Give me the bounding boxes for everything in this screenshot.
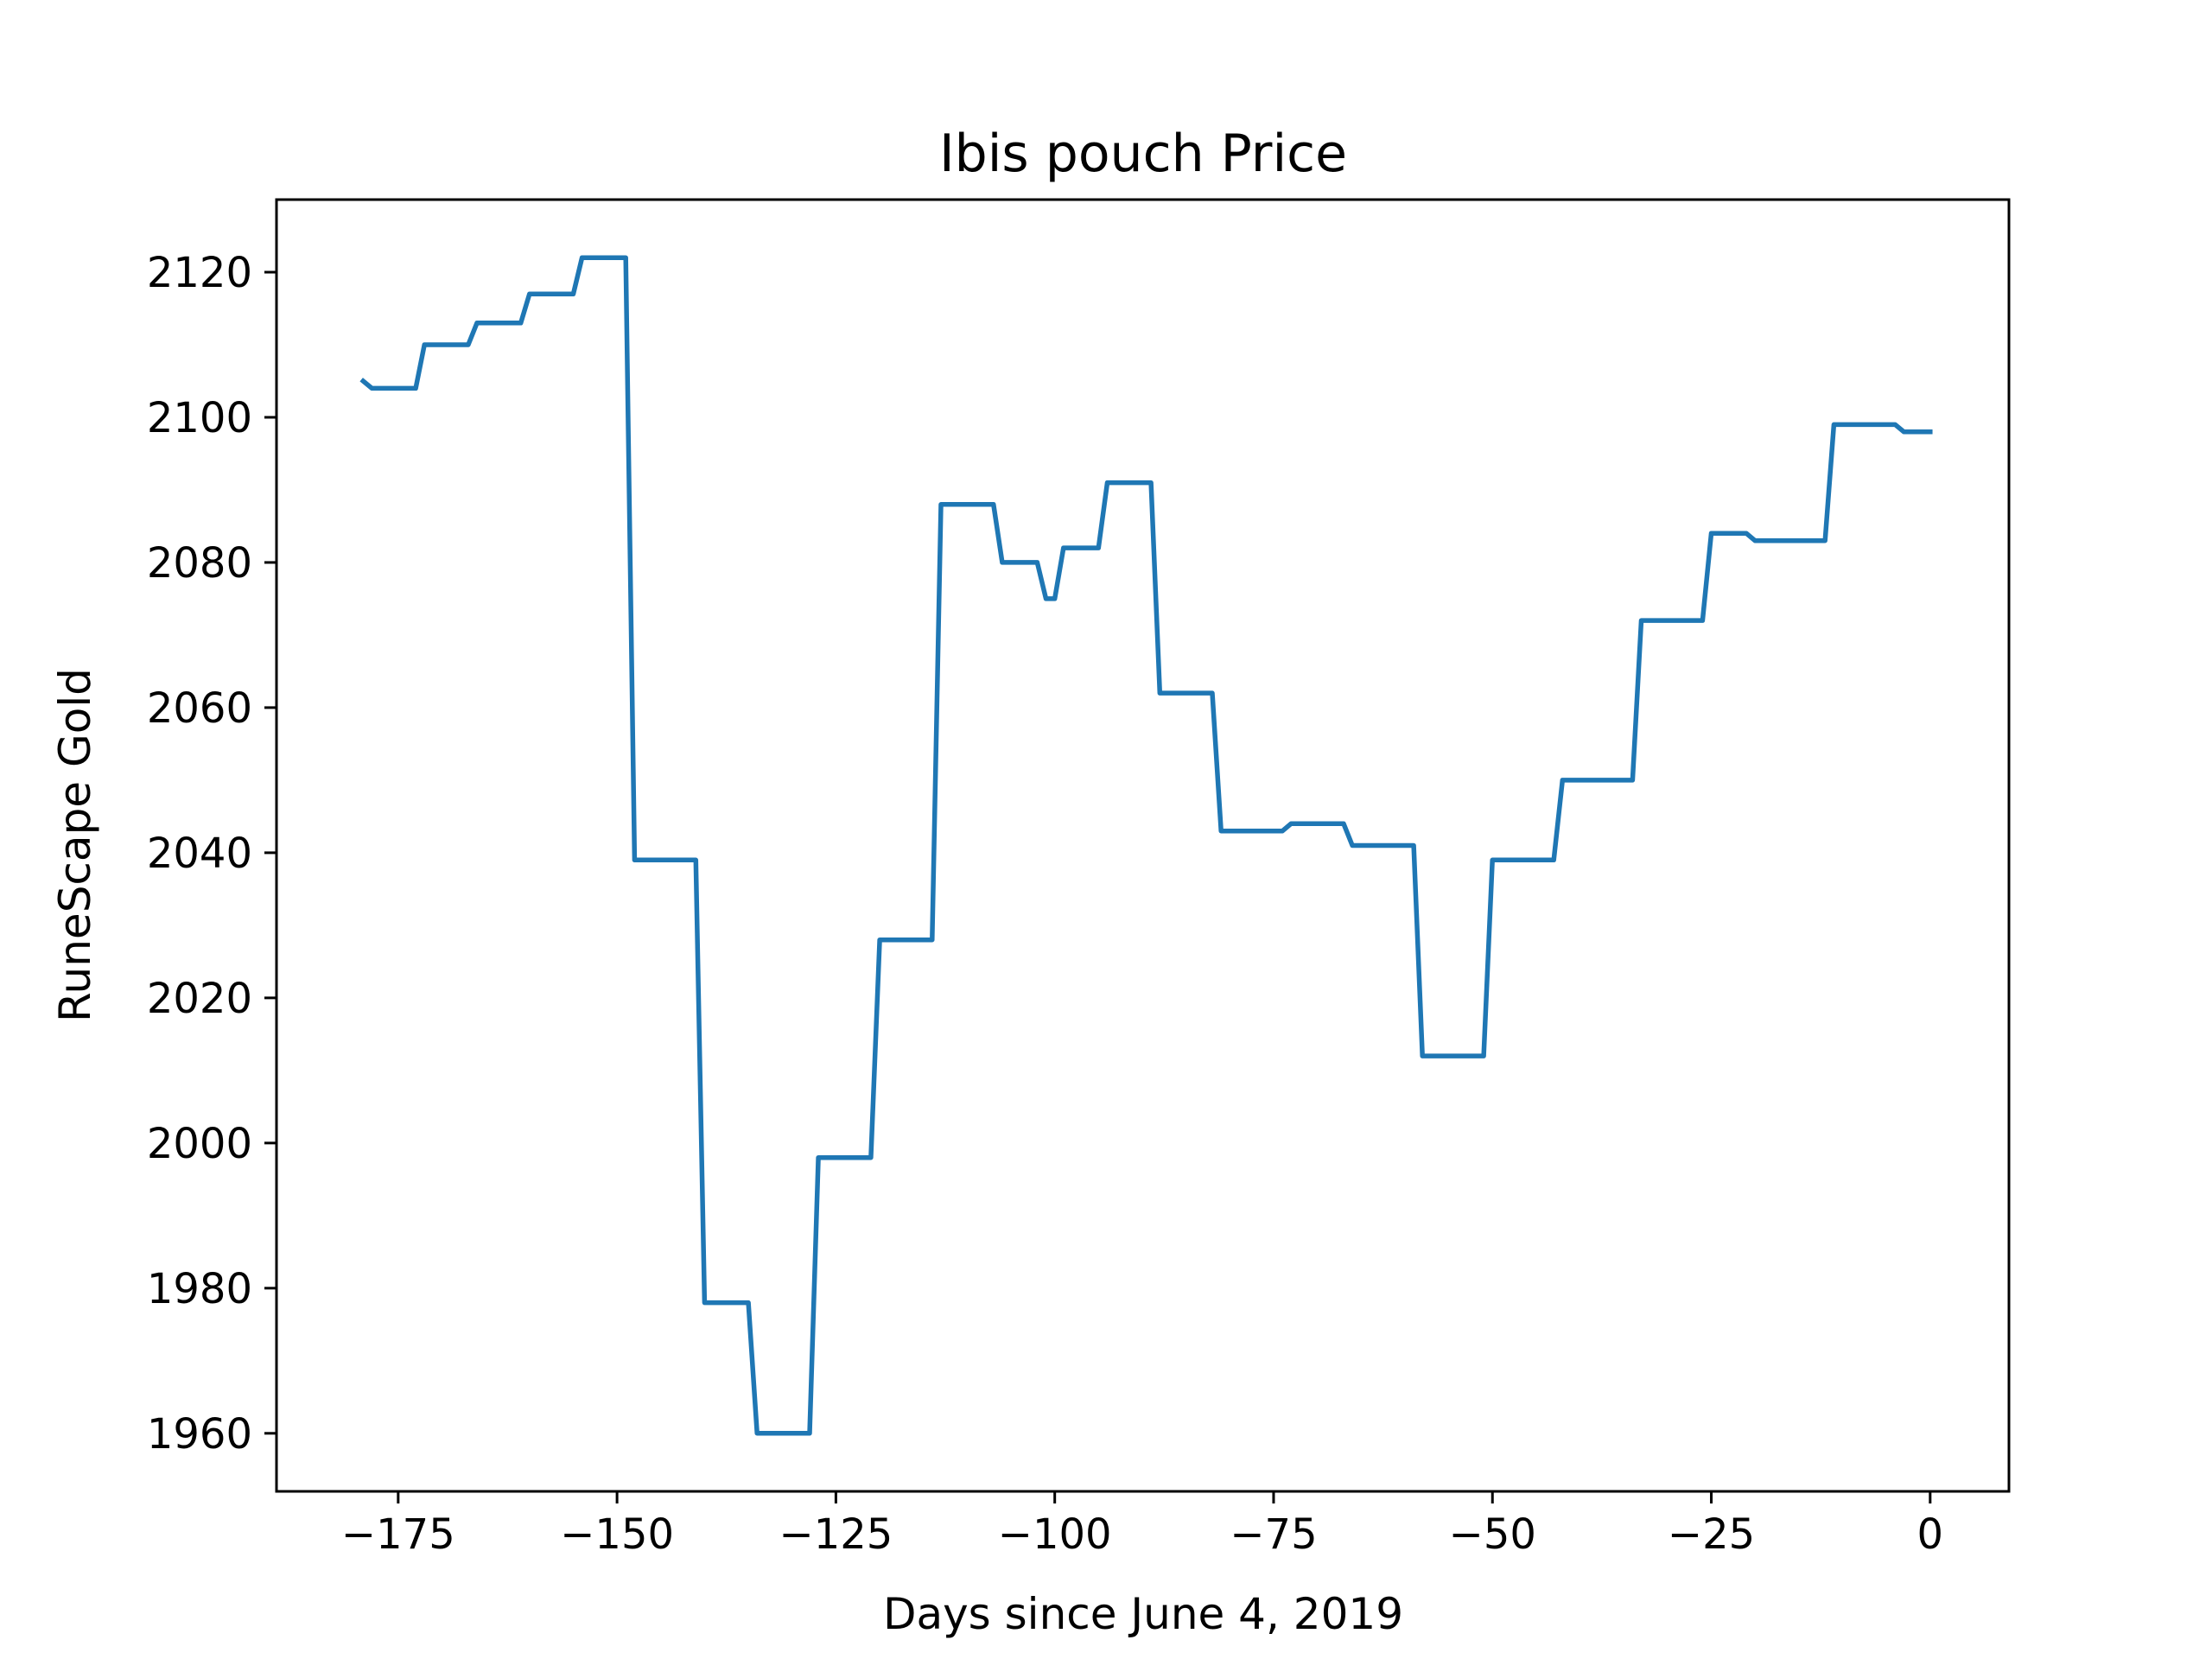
y-tick-label: 2000	[147, 1120, 252, 1168]
x-tick-label: −150	[560, 1510, 674, 1559]
plot-area: −175 −150 −125 −100 −75 −50 −25 0 1960 1980 2000 2…	[147, 198, 2011, 1559]
y-axis-label: RuneScape Gold	[50, 668, 100, 1022]
x-axis-label: Days since June 4, 2019	[883, 1589, 1403, 1639]
plot-frame	[275, 198, 2011, 1493]
y-tick-label: 2040	[147, 830, 252, 878]
y-tick-label: 2120	[147, 249, 252, 297]
y-tick-label: 2080	[147, 539, 252, 588]
y-tick-label: 2100	[147, 394, 252, 442]
x-tick-label: 0	[1917, 1510, 1944, 1559]
y-tick-label: 2060	[147, 684, 252, 733]
x-tick-label: −100	[998, 1510, 1112, 1559]
x-tick-label: −75	[1230, 1510, 1317, 1559]
y-axis: 1960 1980 2000 2020 2040 2060 2080 2100 2120	[147, 249, 276, 1459]
x-tick-label: −125	[779, 1510, 893, 1559]
chart-title: Ibis pouch Price	[939, 124, 1347, 184]
x-tick-label: −25	[1668, 1510, 1755, 1559]
y-tick-label: 2020	[147, 975, 252, 1023]
data-layer	[359, 255, 1933, 1436]
price-line	[359, 255, 1933, 1436]
x-axis: −175 −150 −125 −100 −75 −50 −25 0	[341, 1491, 1943, 1559]
x-tick-label: −50	[1449, 1510, 1536, 1559]
x-tick-label: −175	[341, 1510, 455, 1559]
y-tick-label: 1980	[147, 1265, 252, 1313]
y-tick-label: 1960	[147, 1410, 252, 1459]
